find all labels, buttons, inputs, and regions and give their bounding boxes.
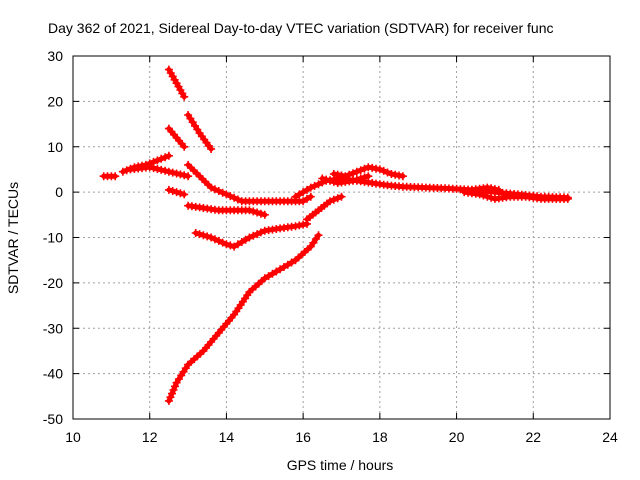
series-track-3 xyxy=(126,163,193,181)
y-tick-label: 10 xyxy=(47,139,63,155)
series-markers xyxy=(164,124,189,151)
series-markers xyxy=(460,188,572,203)
x-tick-label: 10 xyxy=(65,429,81,445)
series-track-9 xyxy=(184,201,269,219)
x-tick-label: 14 xyxy=(219,429,235,445)
data-series xyxy=(99,65,572,405)
y-tick-label: -30 xyxy=(43,320,63,336)
x-tick-labels: 10 12 14 16 18 20 22 24 xyxy=(65,429,618,445)
x-tick-label: 12 xyxy=(142,429,158,445)
x-tick-label: 16 xyxy=(295,429,311,445)
series-track-16 xyxy=(460,188,572,203)
series-track-8 xyxy=(164,185,189,199)
series-markers xyxy=(303,192,346,224)
series-track-5 xyxy=(184,111,216,153)
y-tick-label: 30 xyxy=(47,48,63,64)
series-track-1 xyxy=(99,172,120,181)
series-markers xyxy=(99,172,120,181)
chart-title: Day 362 of 2021, Sidereal Day-to-day VTE… xyxy=(48,20,554,36)
x-axis-label: GPS time / hours xyxy=(287,457,394,473)
series-markers xyxy=(467,183,503,194)
series-track-17 xyxy=(467,183,503,194)
series-markers xyxy=(164,65,189,101)
y-tick-label: -10 xyxy=(43,230,63,246)
series-markers xyxy=(184,111,216,153)
series-track-7 xyxy=(184,160,315,206)
y-tick-label: 20 xyxy=(47,93,63,109)
series-track-15 xyxy=(318,172,373,187)
series-track-6 xyxy=(164,124,189,151)
y-tick-label: 0 xyxy=(55,184,63,200)
series-markers xyxy=(184,201,269,219)
y-tick-label: -40 xyxy=(43,366,63,382)
y-axis-label: SDTVAR / TECUs xyxy=(5,182,21,294)
series-track-11 xyxy=(303,192,346,224)
series-markers xyxy=(184,160,315,206)
series-markers xyxy=(164,231,323,405)
series-track-12 xyxy=(164,231,323,405)
series-markers xyxy=(164,185,189,199)
axis-ticks xyxy=(72,55,611,420)
series-track-10 xyxy=(191,219,311,251)
x-tick-label: 18 xyxy=(372,429,388,445)
y-tick-label: -20 xyxy=(43,275,63,291)
series-markers xyxy=(191,219,311,251)
grid-lines xyxy=(73,56,610,419)
y-tick-labels: -50 -40 -30 -20 -10 0 10 20 30 xyxy=(43,48,63,427)
series-markers xyxy=(318,172,373,187)
series-markers xyxy=(126,163,193,181)
series-track-14 xyxy=(329,163,407,181)
series-markers xyxy=(329,163,407,181)
x-tick-label: 24 xyxy=(602,429,618,445)
y-tick-label: -50 xyxy=(43,411,63,427)
series-track-4 xyxy=(164,65,189,101)
x-tick-label: 22 xyxy=(525,429,541,445)
series-line xyxy=(185,162,314,204)
x-tick-label: 20 xyxy=(449,429,465,445)
